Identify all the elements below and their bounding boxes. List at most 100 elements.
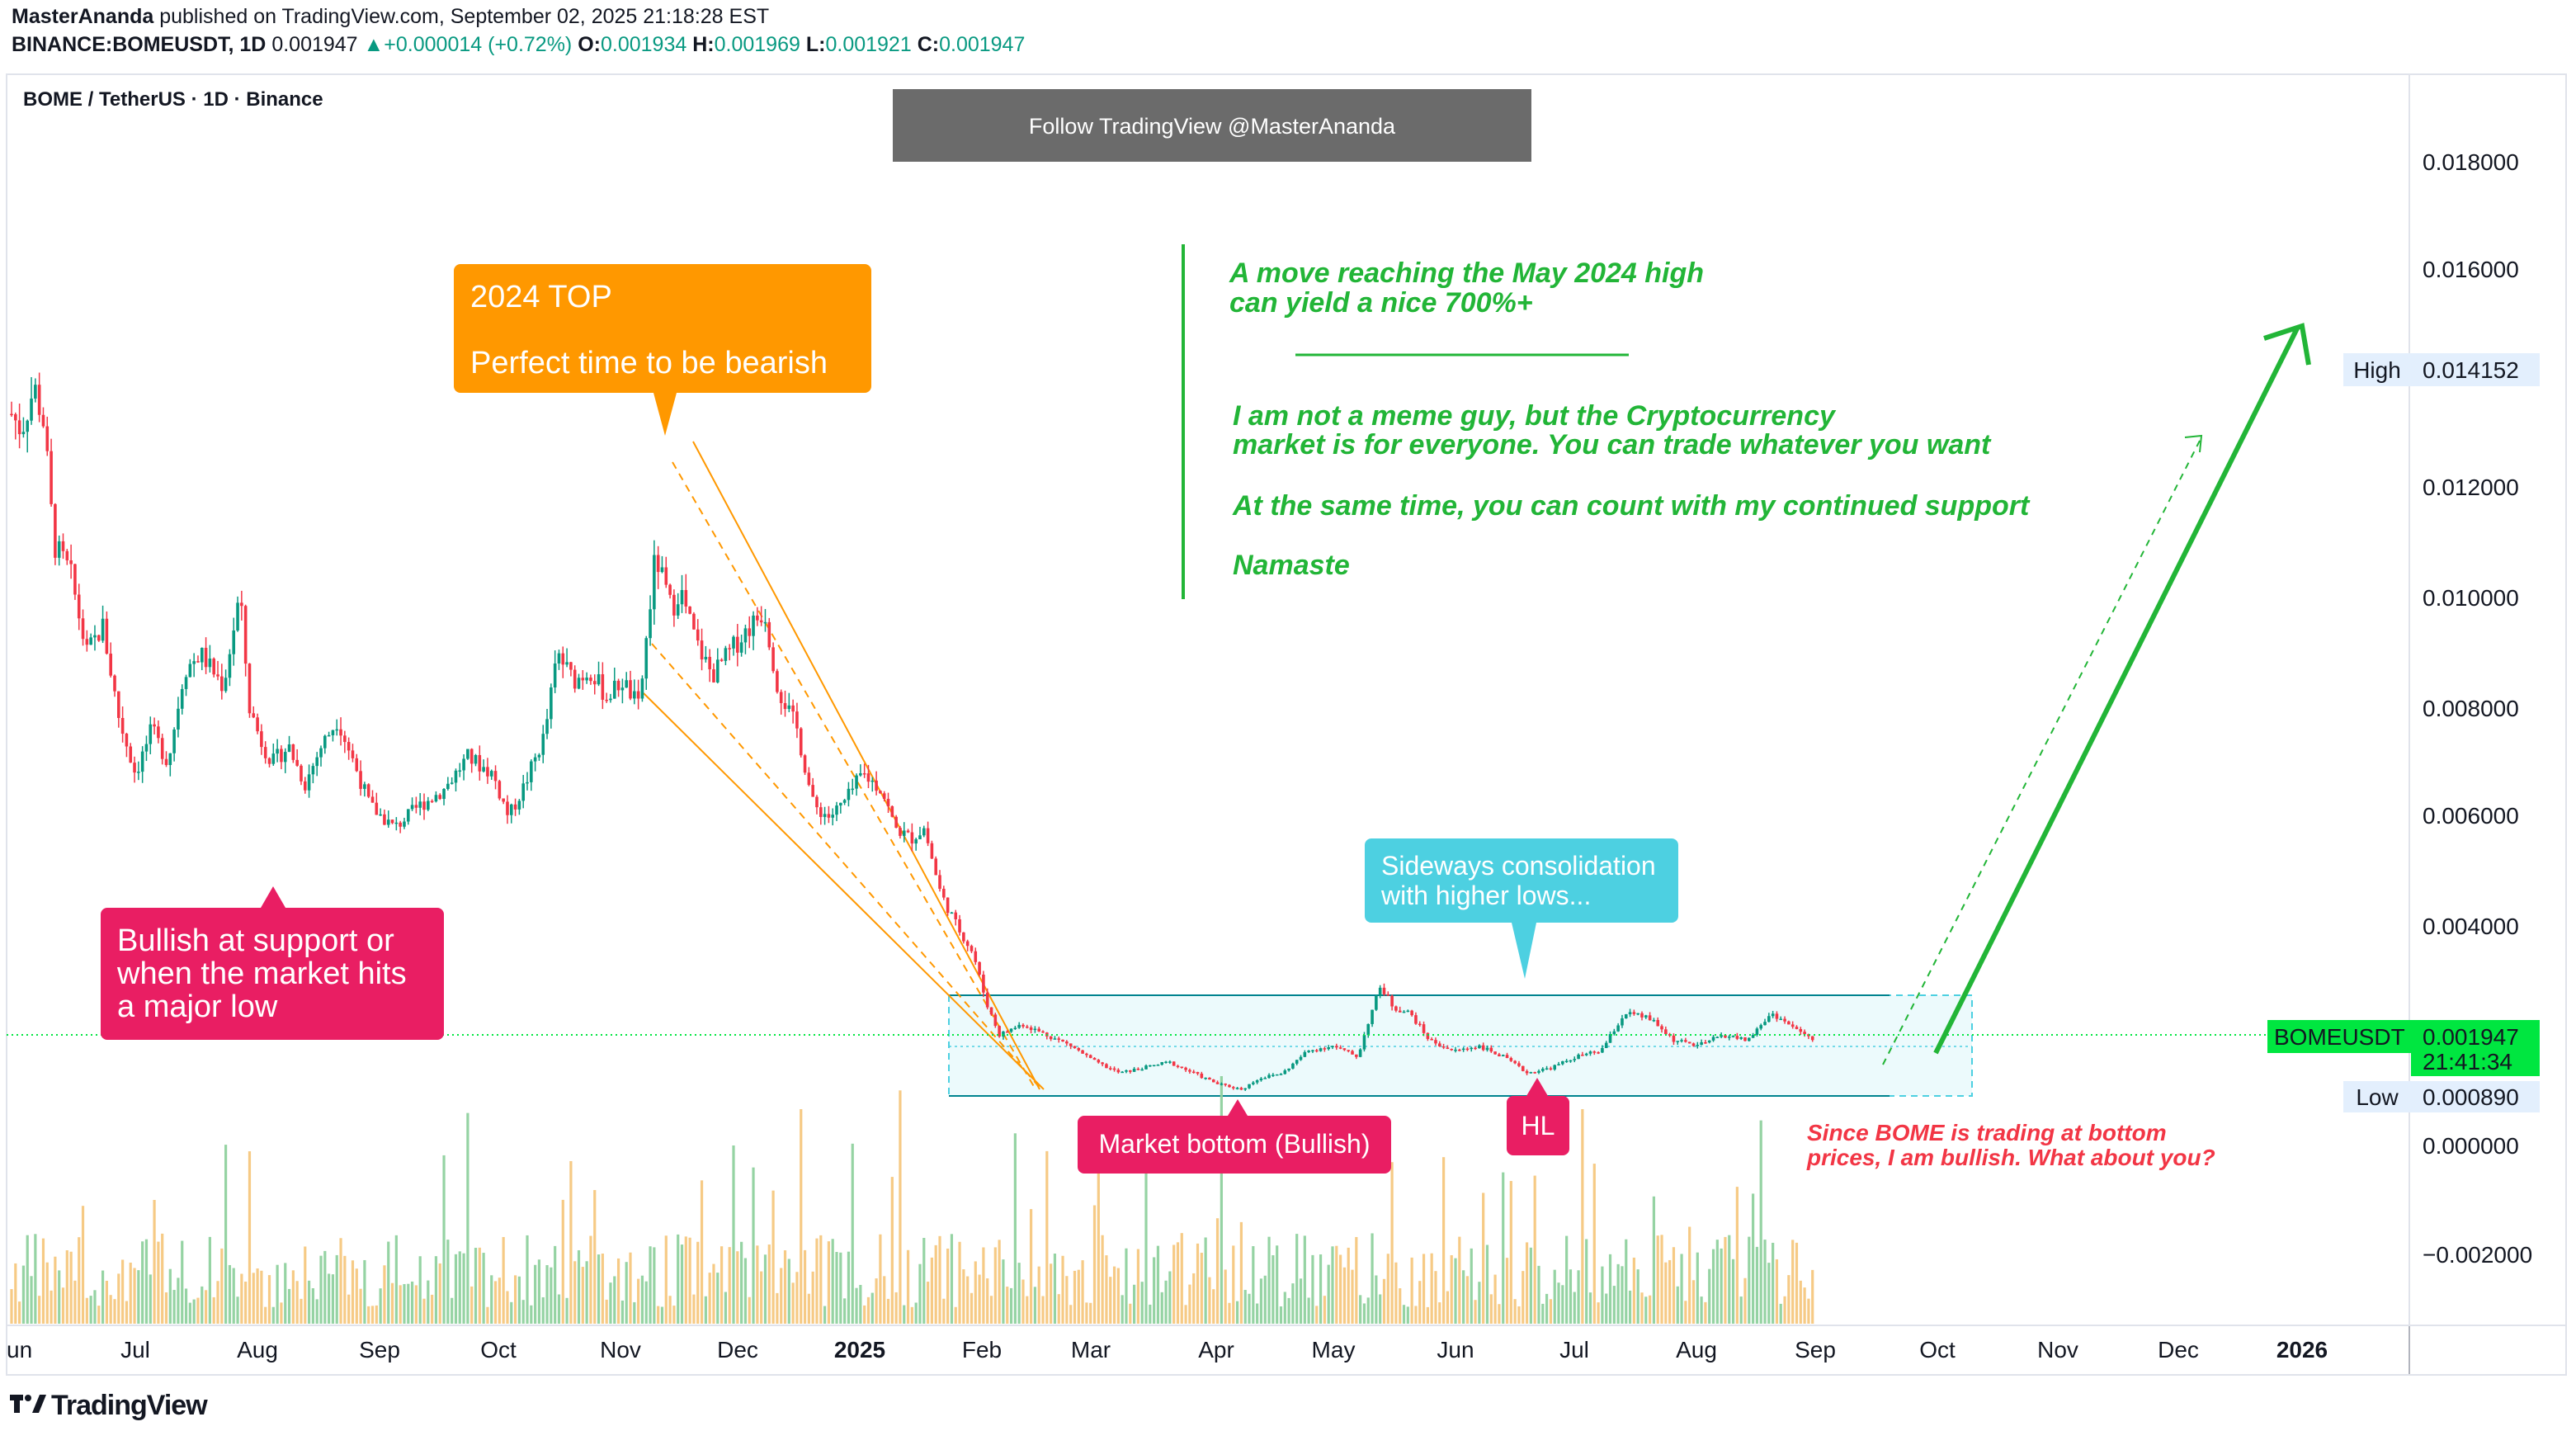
candle-body	[446, 783, 450, 790]
follow-banner[interactable]	[893, 89, 1531, 162]
candle-body	[1314, 1050, 1319, 1052]
price-tick-label: 0.012000	[2423, 475, 2519, 500]
volume-bar	[657, 1306, 660, 1324]
candle-body	[54, 503, 57, 558]
volume-bar	[137, 1270, 140, 1324]
bottom-callout-text: Market bottom (Bullish)	[1099, 1129, 1371, 1159]
candle-body	[1168, 1061, 1172, 1063]
volume-bar	[260, 1270, 263, 1324]
candle-body	[1291, 1063, 1295, 1069]
author-name[interactable]: MasterAnanda	[12, 5, 154, 28]
high-label-hdr: H:	[692, 33, 715, 56]
candle-body	[656, 555, 660, 573]
candle-body	[1767, 1016, 1771, 1022]
candle-body	[839, 802, 842, 806]
volume-bar	[1803, 1287, 1806, 1324]
volume-bar	[335, 1254, 338, 1324]
candle-body	[81, 618, 85, 640]
candle-body	[601, 674, 605, 700]
candle-body	[597, 674, 601, 685]
volume-bar	[942, 1298, 946, 1324]
candle-body	[466, 749, 469, 759]
volume-bar	[204, 1290, 208, 1324]
candle-body	[1545, 1068, 1549, 1070]
volume-bar	[1263, 1275, 1267, 1324]
volume-bar	[208, 1236, 211, 1324]
candle-body	[998, 1026, 1001, 1037]
candle-body	[1065, 1041, 1069, 1044]
volume-bar	[69, 1251, 73, 1324]
candle-body	[200, 647, 204, 663]
candle-body	[1077, 1048, 1081, 1051]
candle-body	[109, 654, 112, 676]
volume-bar	[1327, 1264, 1330, 1324]
volume-bar	[1482, 1192, 1485, 1324]
candle-body	[1608, 1034, 1612, 1043]
candle-body	[17, 420, 21, 435]
volume-bar	[113, 1299, 116, 1324]
sideways-callout[interactable]: Sideways consolidation with higher lows.…	[1365, 838, 1678, 979]
candle-body	[672, 594, 676, 616]
hl-callout-text: HL	[1522, 1111, 1555, 1141]
candle-body	[1461, 1048, 1465, 1051]
candle-body	[303, 781, 307, 791]
candle-body	[1231, 1087, 1235, 1089]
volume-bar	[498, 1278, 501, 1324]
high-label-text: High	[2353, 357, 2401, 383]
volume-bar	[597, 1254, 601, 1324]
volume-bar	[1105, 1255, 1108, 1324]
candle-body	[1228, 1084, 1231, 1088]
volume-bar	[387, 1241, 390, 1324]
volume-bar	[938, 1235, 941, 1324]
support-callout[interactable]: Bullish at support or when the market hi…	[101, 886, 444, 1040]
candle-body	[375, 802, 379, 815]
bottom-callout[interactable]: Market bottom (Bullish)	[1078, 1099, 1391, 1174]
volume-bar	[1386, 1254, 1389, 1324]
volume-bar	[1787, 1275, 1790, 1324]
current-price-value: 0.001947	[2423, 1024, 2519, 1050]
volume-bar	[1644, 1296, 1648, 1324]
candle-body	[629, 680, 632, 699]
volume-bar	[787, 1259, 790, 1324]
volume-bar	[922, 1238, 926, 1324]
volume-bar	[716, 1273, 719, 1324]
candle-body	[886, 798, 890, 806]
volume-bar	[38, 1296, 41, 1324]
volume-bar	[918, 1263, 922, 1324]
volume-bar	[1196, 1243, 1200, 1324]
volume-bar	[248, 1151, 252, 1324]
high-label: High 0.014152	[2343, 353, 2540, 386]
tradingview-logo[interactable]: TradingView	[10, 1390, 208, 1422]
price-tick-label: 0.008000	[2423, 696, 2519, 721]
candle-body	[192, 661, 196, 664]
volume-bar	[1224, 1269, 1227, 1324]
top-callout[interactable]: 2024 TOP Perfect time to be bearish	[454, 264, 871, 436]
volume-bar	[304, 1246, 307, 1324]
candle-body	[256, 717, 259, 732]
volume-bar	[256, 1268, 259, 1324]
candle-body	[1803, 1032, 1806, 1035]
hl-callout[interactable]: HL	[1507, 1078, 1569, 1155]
candle-body	[1735, 1036, 1739, 1039]
candle-body	[589, 678, 592, 682]
volume-bar	[133, 1268, 136, 1324]
volume-bar	[974, 1261, 977, 1324]
volume-bar	[585, 1261, 588, 1324]
candle-body	[1529, 1072, 1533, 1074]
candle-body	[434, 795, 438, 802]
candle-body	[287, 744, 291, 753]
candle-body	[1470, 1047, 1474, 1050]
candle-body	[1390, 995, 1394, 1007]
candle-body	[1394, 1006, 1398, 1011]
volume-bar	[164, 1292, 168, 1324]
volume-bar	[526, 1235, 529, 1324]
candle-body	[1783, 1018, 1786, 1022]
candle-body	[823, 814, 827, 817]
volume-bar	[370, 1306, 375, 1324]
volume-bar	[756, 1245, 759, 1324]
candle-body	[1771, 1013, 1775, 1017]
volume-bar	[1807, 1298, 1810, 1324]
volume-bar	[172, 1290, 176, 1324]
volume-bar	[1355, 1236, 1358, 1324]
